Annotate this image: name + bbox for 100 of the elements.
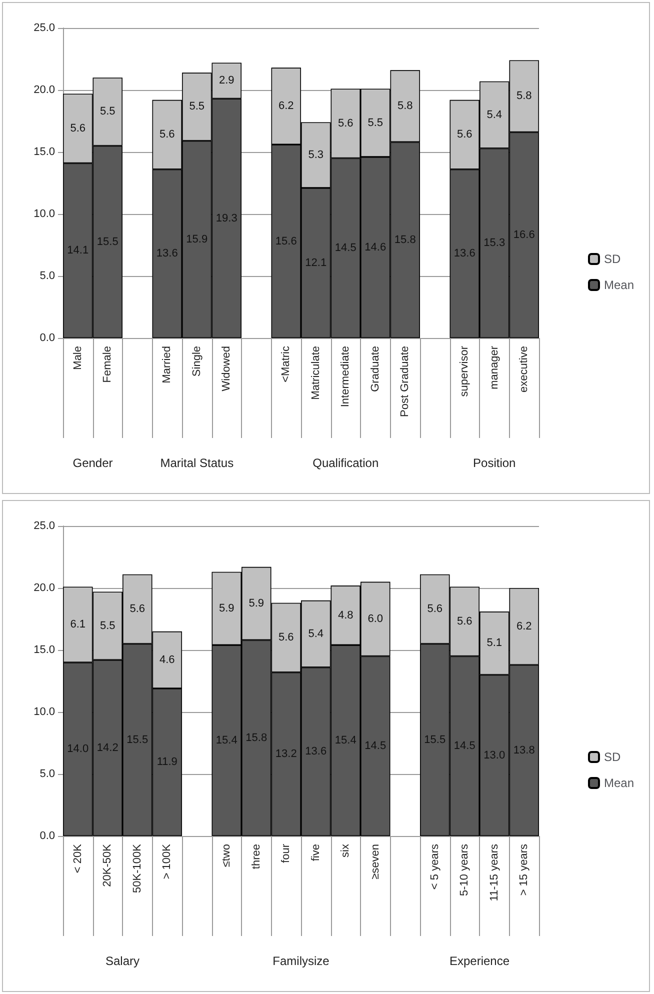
x-tick-label: Post Graduate xyxy=(399,346,412,417)
legend-label: SD xyxy=(604,252,621,266)
y-tick-label: 20.0 xyxy=(34,84,55,96)
x-tick-label: Male xyxy=(72,346,84,370)
x-tick-label: executive xyxy=(518,346,530,392)
data-label: 5.6 xyxy=(159,128,175,141)
x-tick-label: five xyxy=(310,844,322,862)
x-tick-label: 5-10 years xyxy=(458,844,471,896)
data-label: 15.9 xyxy=(186,233,208,246)
data-label: 6.1 xyxy=(70,618,86,631)
data-label: 5.5 xyxy=(368,116,384,129)
x-tick-label: three xyxy=(250,844,262,870)
text: Experience xyxy=(449,954,510,968)
x-tick-label: < 20K xyxy=(72,843,84,874)
data-label: 6.2 xyxy=(516,620,532,632)
data-label: 19.3 xyxy=(216,212,238,224)
data-label: 13.6 xyxy=(156,248,178,260)
y-tick-label: 25.0 xyxy=(34,520,55,532)
text: Qualification xyxy=(312,456,379,470)
x-tick-label: > 15 years xyxy=(518,844,530,896)
x-tick-label: Married xyxy=(161,346,174,384)
data-label: 5.6 xyxy=(338,117,354,130)
x-tick-label: ≥seven xyxy=(369,844,382,880)
text: Marital Status xyxy=(160,456,234,470)
y-tick-label: 15.0 xyxy=(34,644,55,656)
y-tick-label: 5.0 xyxy=(40,270,55,282)
x-tick-label: Female xyxy=(102,346,114,383)
y-tick-label: 0.0 xyxy=(40,830,55,842)
data-label: 13.8 xyxy=(513,744,535,756)
data-label: 16.6 xyxy=(513,229,535,242)
data-label: 5.5 xyxy=(100,106,116,118)
x-tick-label: 11-15 years xyxy=(488,844,500,902)
data-label: 5.6 xyxy=(70,122,86,134)
data-label: 13.6 xyxy=(305,746,327,758)
data-label: 5.6 xyxy=(456,615,472,628)
x-tick-label: Matriculate xyxy=(310,346,322,400)
legend-label: Mean xyxy=(604,776,634,790)
data-label: 14.5 xyxy=(334,242,356,254)
data-label: 5.1 xyxy=(486,637,502,650)
data-label: 5.5 xyxy=(189,100,205,113)
x-tick-label: manager xyxy=(488,346,500,390)
data-label: 12.1 xyxy=(305,256,327,269)
data-label: 15.8 xyxy=(394,234,416,246)
x-tick-label: ≤two xyxy=(220,844,233,868)
data-label: 5.6 xyxy=(427,603,443,616)
y-tick-label: 10.0 xyxy=(34,208,55,220)
y-tick-label: 0.0 xyxy=(40,332,55,344)
data-label: 2.9 xyxy=(218,74,234,87)
legend-label: Mean xyxy=(604,278,634,292)
x-tick-label: 20K-50K xyxy=(102,843,114,887)
x-tick-label: Single xyxy=(190,346,203,377)
x-tick-label: 50K-100K xyxy=(131,843,144,893)
data-label: 5.8 xyxy=(397,100,413,112)
x-tick-label: six xyxy=(340,844,352,858)
data-label: 14.2 xyxy=(96,742,118,754)
data-label: 5.6 xyxy=(130,603,146,616)
data-label: 15.5 xyxy=(96,236,118,248)
data-label: 13.0 xyxy=(484,749,506,762)
data-label: 14.6 xyxy=(364,241,386,254)
data-label: 5.9 xyxy=(218,602,234,614)
x-tick-label: < 5 years xyxy=(428,844,441,890)
x-tick-label: Widowed xyxy=(220,346,233,392)
data-label: 11.9 xyxy=(156,756,178,768)
data-label: 15.8 xyxy=(246,732,268,744)
text: Position xyxy=(473,456,516,470)
x-tick-label: Intermediate xyxy=(340,346,352,408)
x-tick-label: four xyxy=(280,844,292,863)
text: Familysize xyxy=(272,954,330,968)
data-label: 15.3 xyxy=(484,237,506,250)
x-tick-label: > 100K xyxy=(161,843,174,880)
data-label: 4.6 xyxy=(159,654,175,666)
data-label: 6.0 xyxy=(368,613,384,625)
data-label: 6.2 xyxy=(278,100,294,112)
data-label: 4.8 xyxy=(338,609,354,622)
data-label: 15.4 xyxy=(334,734,356,747)
text: Salary xyxy=(105,954,140,968)
data-label: 5.4 xyxy=(486,108,502,121)
data-label: 5.9 xyxy=(248,598,264,610)
data-label: 5.5 xyxy=(100,620,116,632)
data-label: 15.6 xyxy=(275,235,297,248)
data-label: 15.5 xyxy=(424,734,446,746)
data-label: 5.4 xyxy=(308,628,324,640)
data-label: 15.5 xyxy=(126,734,148,746)
data-label: 15.4 xyxy=(216,734,238,747)
x-tick-label: <Matric xyxy=(280,346,292,382)
data-label: 5.6 xyxy=(278,632,294,644)
data-label: 14.1 xyxy=(67,244,89,257)
data-label: 5.8 xyxy=(516,90,532,102)
y-tick-label: 25.0 xyxy=(34,22,55,34)
y-tick-label: 15.0 xyxy=(34,146,55,158)
data-label: 14.5 xyxy=(364,740,386,752)
x-tick-label: Graduate xyxy=(369,346,382,392)
data-label: 13.2 xyxy=(275,748,297,760)
y-tick-label: 20.0 xyxy=(34,582,55,594)
data-label: 5.6 xyxy=(456,128,472,141)
x-tick-label: supervisor xyxy=(458,346,471,397)
data-label: 13.6 xyxy=(454,248,476,260)
y-tick-label: 10.0 xyxy=(34,706,55,718)
text: Gender xyxy=(72,456,113,470)
data-label: 14.0 xyxy=(67,743,89,756)
